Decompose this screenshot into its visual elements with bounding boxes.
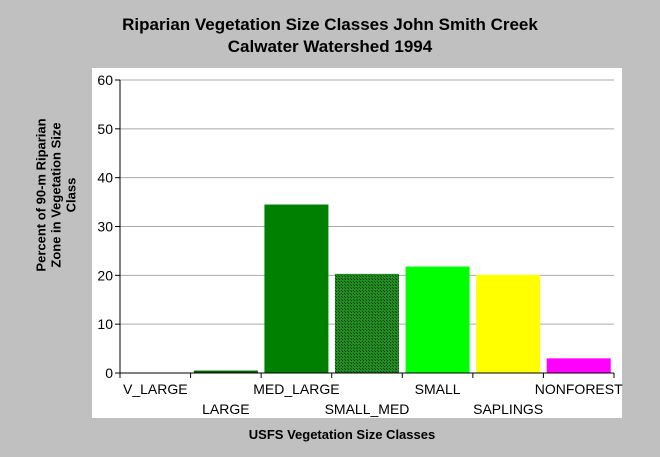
x-tick-label: LARGE xyxy=(202,401,249,417)
y-ticks: 0 10 20 30 40 50 60 xyxy=(97,72,120,381)
chart-title: Riparian Vegetation Size Classes John Sm… xyxy=(0,14,660,58)
bar-nonforest xyxy=(546,358,611,373)
y-tick-label: 50 xyxy=(97,121,113,137)
y-tick-label: 20 xyxy=(97,267,113,283)
x-tick-label: V_LARGE xyxy=(123,381,188,397)
x-tick-label: NONFOREST xyxy=(535,381,623,397)
bar-saplings xyxy=(476,274,541,373)
x-tick-label: MED_LARGE xyxy=(253,381,339,397)
x-axis-label: USFS Vegetation Size Classes xyxy=(248,427,436,442)
y-tick-label: 30 xyxy=(97,219,113,235)
x-tick-label: SMALL xyxy=(415,381,461,397)
bar-med-large xyxy=(264,204,329,373)
chart-title-line-2: Calwater Watershed 1994 xyxy=(227,37,433,56)
y-tick-label: 40 xyxy=(97,170,113,186)
y-tick-label: 60 xyxy=(97,72,113,88)
chart-title-line-1: Riparian Vegetation Size Classes John Sm… xyxy=(122,15,538,34)
bar-small xyxy=(405,266,470,373)
y-tick-label: 10 xyxy=(97,316,113,332)
bar-small-med xyxy=(335,273,399,373)
bar-large xyxy=(193,370,258,373)
y-tick-label: 0 xyxy=(105,365,113,381)
bars xyxy=(193,204,611,373)
x-tick-label: SMALL_MED xyxy=(325,401,410,417)
x-tick-label: SAPLINGS xyxy=(473,401,543,417)
